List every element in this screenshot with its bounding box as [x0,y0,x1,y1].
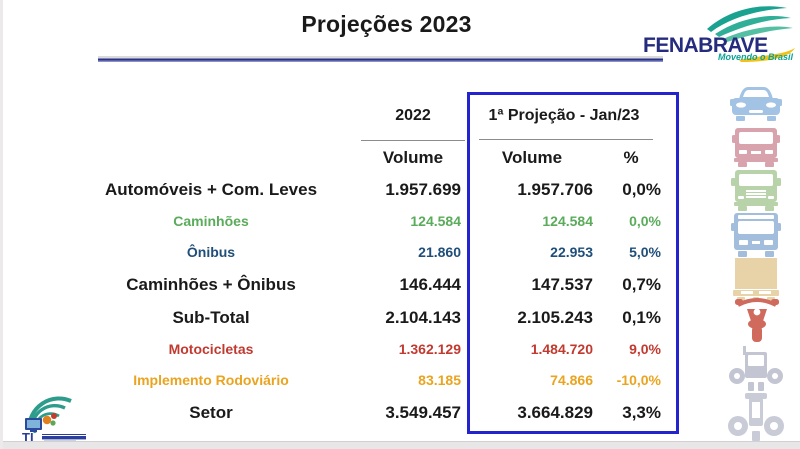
row-label: Automóveis + Com. Leves [104,180,318,199]
brand-tagline: Movendo o Brasil [718,52,794,62]
row-proj-volume: 3.664.829 [517,403,593,422]
row-2022-volume: 83.185 [418,372,461,388]
svg-text:FENABRAVE: FENABRAVE [643,34,768,57]
car-icon [730,85,782,128]
row-proj-volume: 2.105.243 [517,308,593,327]
row-2022-volume: 2.104.143 [385,308,461,327]
gear-icon [42,415,52,425]
row-proj-volume: 1.957.706 [517,180,593,199]
row-proj-volume: 124.584 [542,213,593,229]
row-label: Caminhões + Ônibus [126,275,296,294]
fenabrave-swoosh-icon: FENABRAVE Movendo o Brasil [643,6,795,62]
gear-icon [51,413,57,419]
bus-icon [731,213,781,262]
page-title: Projeções 2023 [301,11,472,37]
row-proj-volume: 147.537 [531,275,593,294]
row-proj-pct: -10,0% [616,372,661,388]
row-proj-pct: 9,0% [629,341,661,357]
row-label: Setor [189,403,233,422]
row-proj-volume: 22.953 [550,244,593,260]
row-label: Implemento Rodoviário [133,372,289,388]
slide-bottom-edge [3,441,800,449]
row-proj-pct: 0,1% [622,308,661,327]
pct-header: % [623,148,639,167]
row-label: Caminhões [173,213,249,229]
row-2022-volume: 21.860 [418,244,461,260]
row-label: Motocicletas [168,341,254,357]
year-column-header: 2022 [361,92,465,141]
row-2022-volume: 1.362.129 [398,341,461,357]
ti-label: TI [22,430,34,443]
ti-logo: TI [17,391,117,445]
tractor-icon [728,393,784,448]
row-proj-volume: 1.484.720 [530,341,593,357]
truck-icon [732,127,780,172]
volume-proj-header: Volume [501,148,563,167]
truck-icon [731,169,781,216]
projection-highlight-box [467,92,679,434]
row-proj-volume: 74.866 [550,372,593,388]
row-2022-volume: 1.957.699 [385,180,461,199]
row-proj-pct: 0,0% [622,180,661,199]
row-label: Sub-Total [172,308,250,327]
row-proj-pct: 5,0% [629,244,661,260]
row-proj-pct: 0,0% [629,213,661,229]
motorcycle-icon [734,297,780,348]
gear-icon [50,420,56,426]
row-2022-volume: 146.444 [399,275,461,294]
title-divider [98,56,663,62]
row-label: Ônibus [186,244,236,260]
tractor-icon [729,346,783,397]
row-2022-volume: 124.584 [410,213,461,229]
row-proj-pct: 0,7% [622,275,661,294]
volume-2022-header: Volume [382,148,444,167]
fenabrave-logo: FENABRAVE Movendo o Brasil [641,3,799,63]
projection-table: 2022 1ª Projeção - Jan/23 Volume Volume … [61,92,663,429]
row-2022-volume: 3.549.457 [385,403,461,422]
row-proj-pct: 3,3% [622,403,661,422]
projection-column-header: 1ª Projeção - Jan/23 [465,92,663,140]
